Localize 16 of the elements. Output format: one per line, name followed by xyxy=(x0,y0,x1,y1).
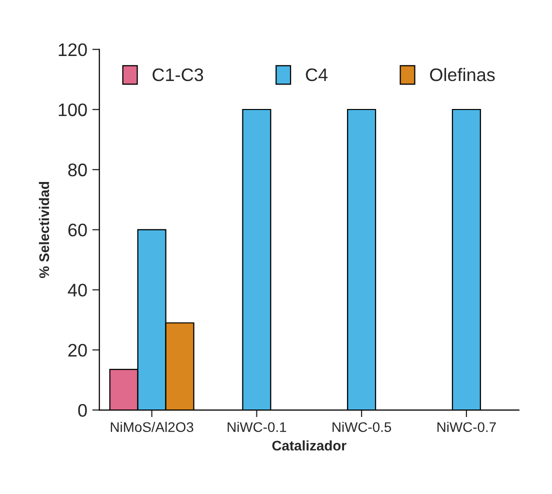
y-axis-title: % Selectividad xyxy=(38,182,50,278)
y-tick-label: 80 xyxy=(68,164,87,176)
y-tick-label: 60 xyxy=(68,224,87,236)
legend-label: C4 xyxy=(306,68,328,82)
x-tick-label: NiMoS/Al2O3 xyxy=(110,422,194,432)
y-tick-label: 40 xyxy=(68,284,87,297)
y-tick-label: 100 xyxy=(58,103,87,116)
x-axis-title: Catalizador xyxy=(272,440,346,451)
y-tick-label: 20 xyxy=(68,344,87,357)
legend-label: Olefinas xyxy=(430,68,495,82)
x-tick-label: NiWC-0.5 xyxy=(332,422,392,432)
x-tick-label: NiWC-0.7 xyxy=(437,422,496,432)
y-tick-label: 0 xyxy=(78,404,87,417)
x-tick-label: NiWC-0.1 xyxy=(228,422,286,432)
y-tick-label: 120 xyxy=(58,43,87,56)
legend-label: C1-C3 xyxy=(152,68,204,82)
